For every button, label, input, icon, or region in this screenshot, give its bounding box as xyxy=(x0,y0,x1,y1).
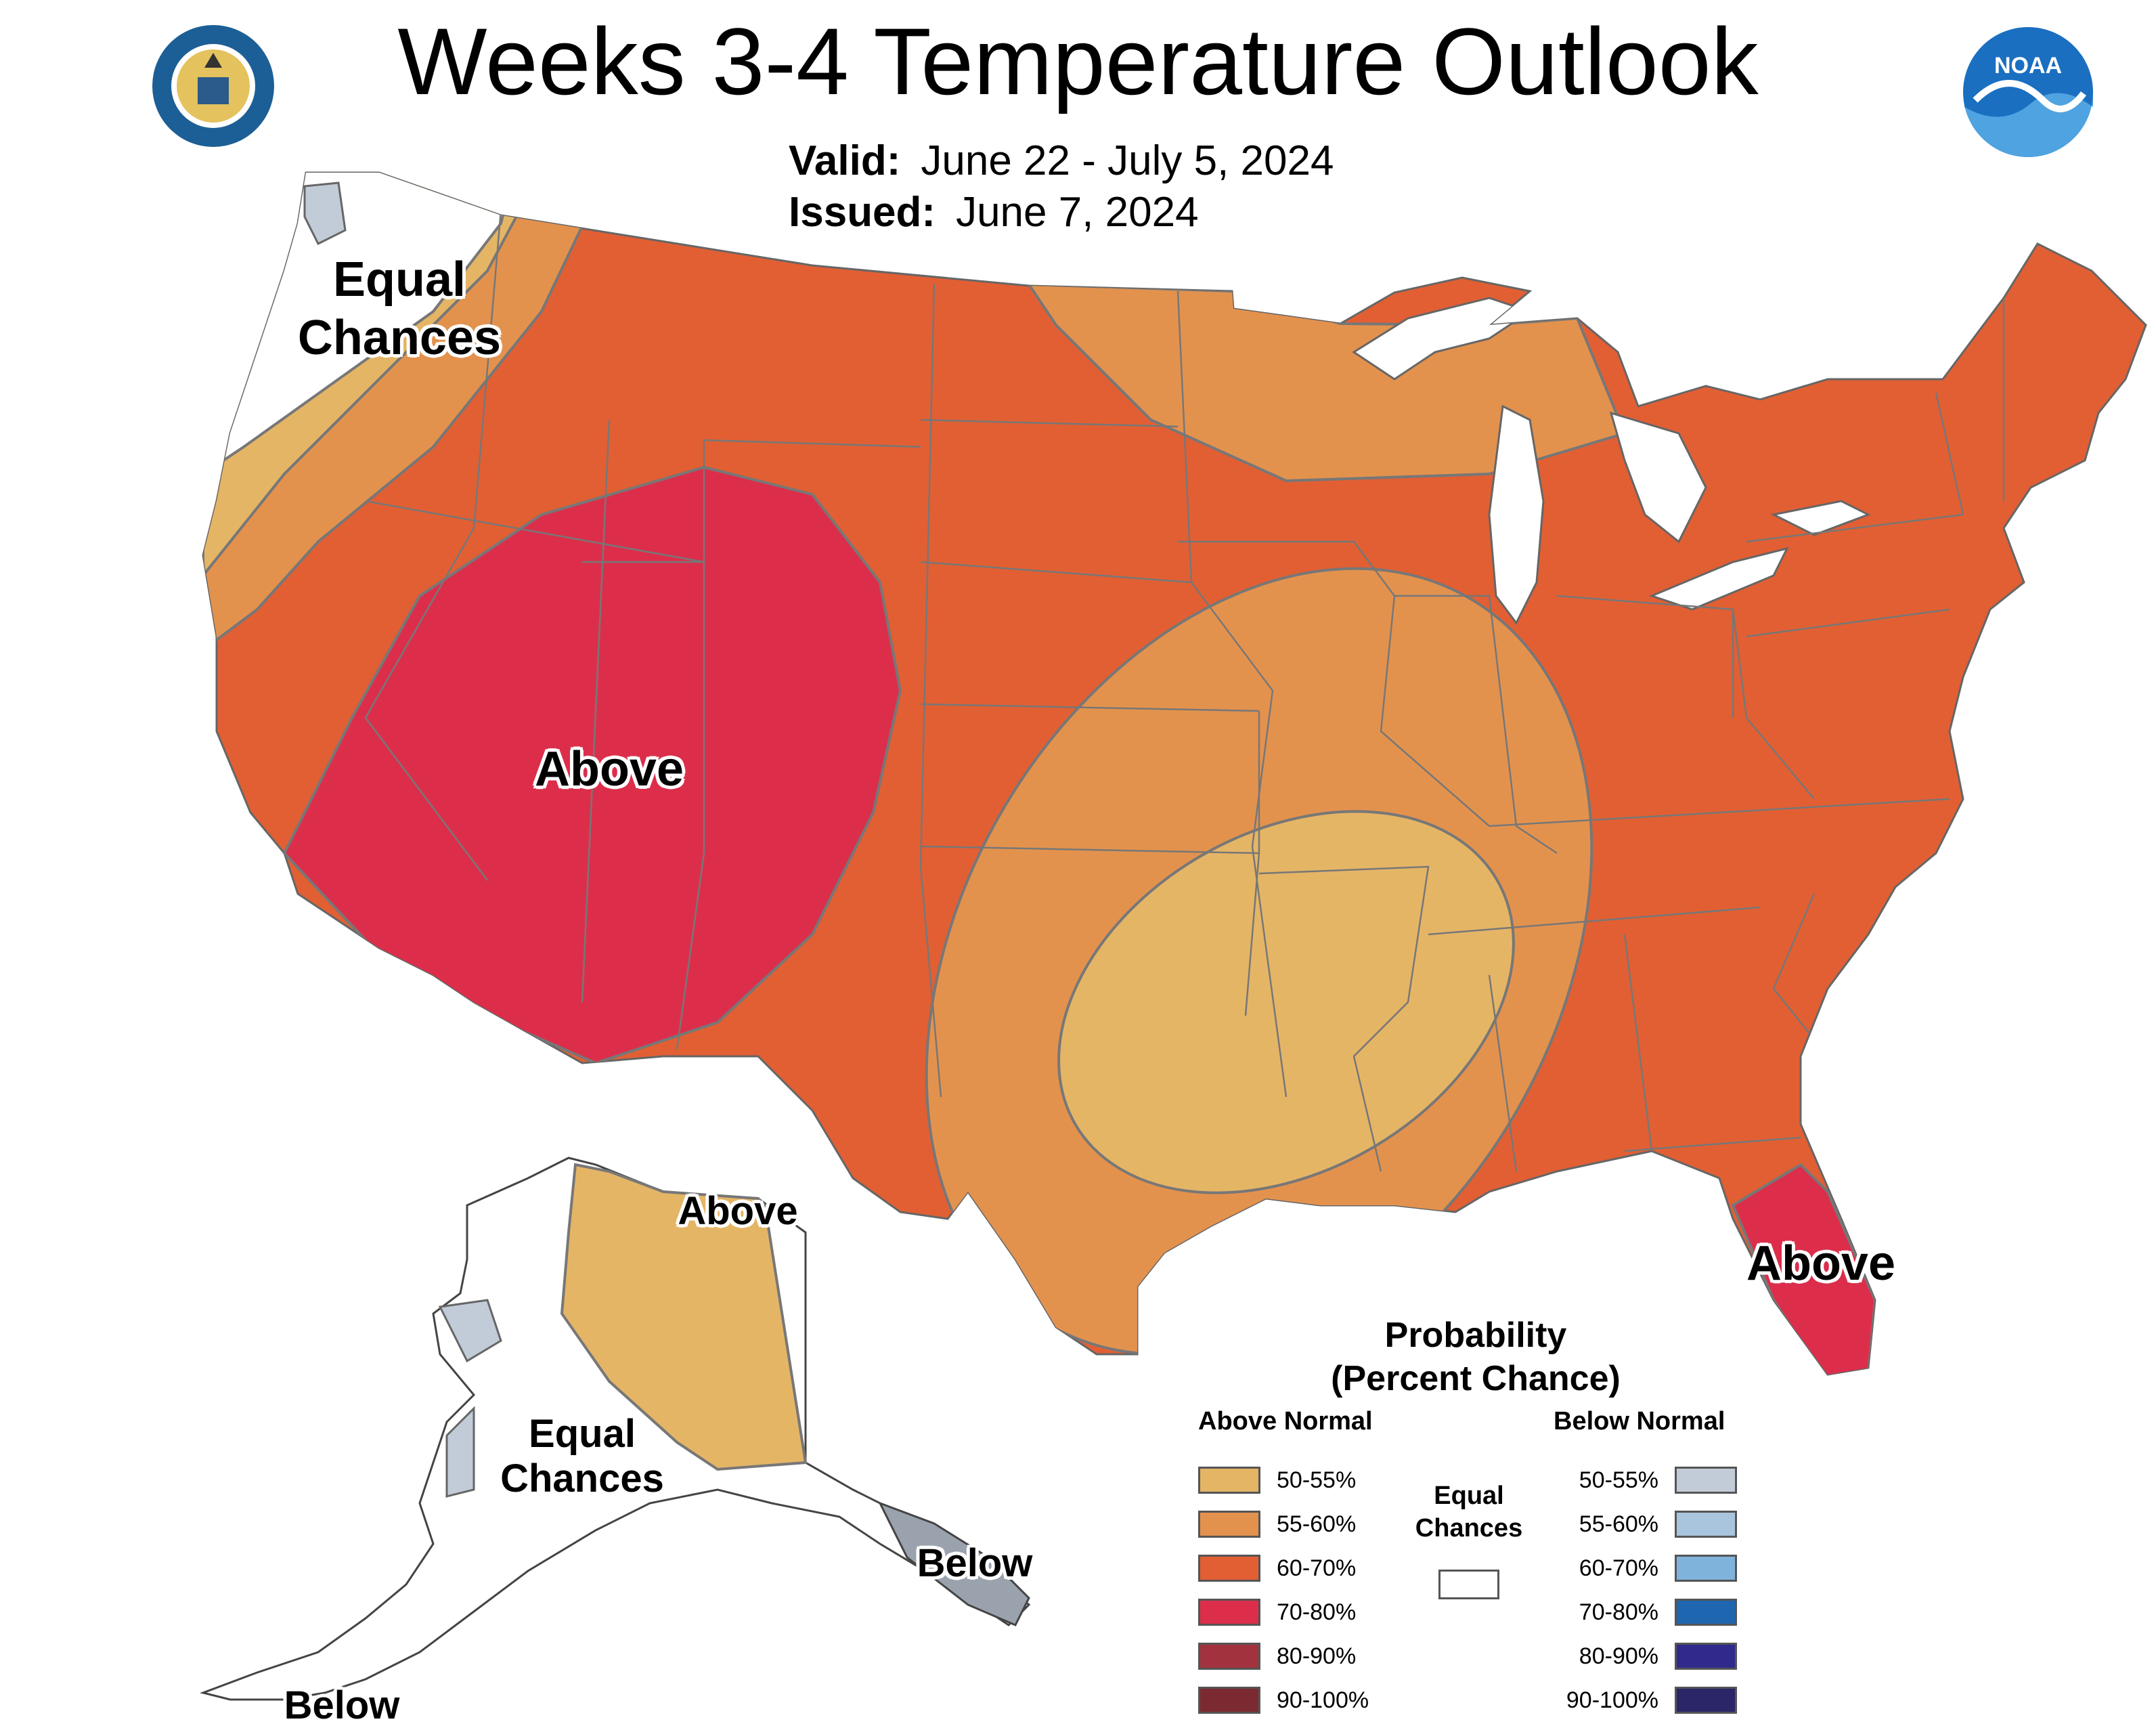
legend-below-heading: Below Normal xyxy=(1554,1407,1725,1435)
legend-swatch xyxy=(1675,1643,1737,1670)
legend-swatch xyxy=(1675,1599,1737,1626)
issued-label: Issued: xyxy=(789,189,936,236)
legend-swatch xyxy=(1198,1599,1260,1626)
label-pacific-nw: Equal Chances xyxy=(297,253,502,365)
issued-value: June 7, 2024 xyxy=(956,189,1199,236)
legend-swatch xyxy=(1198,1687,1260,1714)
legend-title: Probability (Percent Chance) xyxy=(1331,1316,1621,1398)
issued-row: Issued: June 7, 2024 xyxy=(789,187,1334,238)
wa-coast-below xyxy=(303,181,347,246)
label-alaska-north: Above xyxy=(678,1189,798,1233)
label-alaska-panhandle: Below xyxy=(917,1541,1033,1585)
legend-above-row: 80-90% xyxy=(1198,1641,1378,1671)
lake-ontario xyxy=(1770,500,1871,536)
legend-above-row: 70-80% xyxy=(1198,1597,1378,1627)
legend-above-heading: Above Normal xyxy=(1198,1407,1373,1435)
legend-below-row: 70-80% xyxy=(1557,1597,1737,1627)
legend-above-row: 55-60% xyxy=(1198,1509,1378,1539)
legend-below-row: 80-90% xyxy=(1557,1641,1737,1671)
lake-erie xyxy=(1648,546,1789,611)
lake-superior xyxy=(1352,297,1533,381)
alaska-sw-below xyxy=(445,1406,475,1498)
label-florida: Above xyxy=(1746,1236,1896,1291)
commerce-seal-icon xyxy=(152,25,274,147)
legend-swatch xyxy=(1198,1511,1260,1538)
noaa-logo-text: NOAA xyxy=(1994,53,2062,79)
label-alaska-southwest: Below xyxy=(284,1683,400,1727)
legend-range-label: 70-80% xyxy=(1579,1599,1658,1625)
legend-range-label: 80-90% xyxy=(1277,1643,1357,1669)
legend-range-label: 80-90% xyxy=(1579,1643,1658,1669)
alaska-panhandle-below xyxy=(877,1501,1030,1626)
legend-below-row: 90-100% xyxy=(1557,1685,1737,1715)
legend-range-label: 70-80% xyxy=(1277,1599,1357,1625)
legend-swatch xyxy=(1198,1555,1260,1582)
date-block: Valid: June 22 - July 5, 2024 Issued: June… xyxy=(789,135,1334,238)
legend-above-row: 60-70% xyxy=(1198,1553,1378,1583)
valid-row: Valid: June 22 - July 5, 2024 xyxy=(789,135,1334,187)
alaska-west-coast-below xyxy=(438,1299,502,1363)
legend-below-row: 55-60% xyxy=(1557,1509,1737,1539)
legend-below-row: 60-70% xyxy=(1557,1553,1737,1583)
legend-equal-chances-label: Equal Chances xyxy=(1415,1482,1523,1542)
legend-swatch xyxy=(1675,1467,1737,1494)
alaska-north-50-55 xyxy=(560,1163,808,1471)
alaska-outline xyxy=(199,1157,1031,1701)
legend-swatch xyxy=(1198,1467,1260,1494)
legend-range-label: 50-55% xyxy=(1579,1467,1658,1493)
valid-value: June 22 - July 5, 2024 xyxy=(921,137,1334,184)
legend-swatch xyxy=(1675,1555,1737,1582)
label-southwest: Above xyxy=(534,742,684,796)
legend-range-label: 50-55% xyxy=(1277,1467,1357,1493)
region-south-central-50-55 xyxy=(1057,810,1515,1194)
legend-swatch xyxy=(1198,1643,1260,1670)
legend-range-label: 90-100% xyxy=(1566,1687,1658,1713)
page-title: Weeks 3-4 Temperature Outlook xyxy=(397,8,1759,114)
legend-swatch xyxy=(1675,1687,1737,1714)
legend-range-label: 60-70% xyxy=(1579,1555,1658,1581)
legend-range-label: 90-100% xyxy=(1277,1687,1369,1713)
legend-swatch xyxy=(1675,1511,1737,1538)
lake-huron xyxy=(1609,411,1707,544)
legend-above-row: 50-55% xyxy=(1198,1465,1378,1495)
legend-below-row: 50-55% xyxy=(1557,1465,1737,1495)
legend-range-label: 60-70% xyxy=(1277,1555,1357,1581)
state-lines xyxy=(364,209,2005,1172)
valid-label: Valid: xyxy=(789,137,901,184)
noaa-logo-icon: NOAA xyxy=(1963,27,2093,157)
legend-equal-chances-swatch xyxy=(1438,1570,1499,1599)
label-alaska-central: Equal Chances xyxy=(500,1412,664,1500)
legend-range-label: 55-60% xyxy=(1579,1511,1658,1537)
legend-range-label: 55-60% xyxy=(1277,1511,1357,1537)
alaska xyxy=(199,1157,1031,1701)
lake-michigan xyxy=(1488,404,1545,625)
legend-above-row: 90-100% xyxy=(1198,1685,1378,1715)
